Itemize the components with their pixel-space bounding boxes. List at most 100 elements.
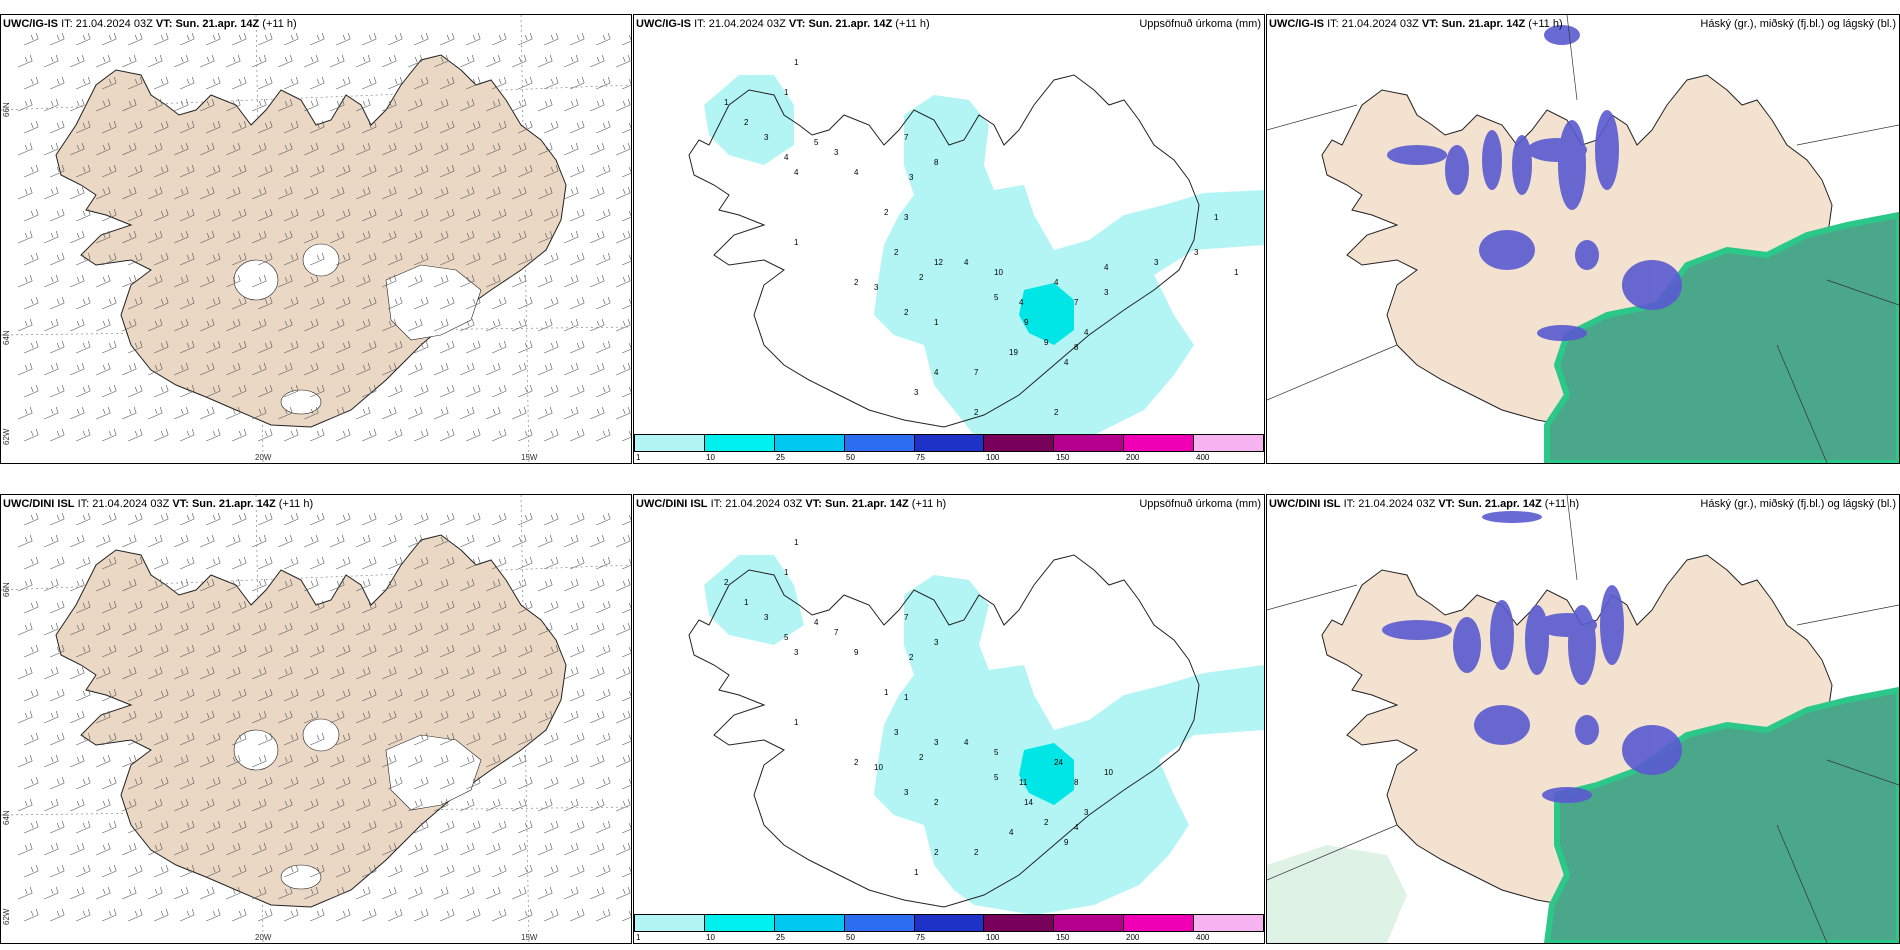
wind-barb xyxy=(284,384,299,398)
wind-barb xyxy=(460,54,475,68)
wind-barb xyxy=(310,908,325,922)
wind-barb xyxy=(408,54,423,68)
wind-barb xyxy=(206,776,221,790)
wind-barb xyxy=(252,230,267,244)
wind-barb xyxy=(102,732,117,746)
wind-barb xyxy=(24,732,39,746)
wind-barb xyxy=(226,578,241,592)
wind-barb xyxy=(232,252,247,266)
wind-barb xyxy=(44,362,59,376)
wind-barb xyxy=(24,252,39,266)
precip-value: 4 xyxy=(1064,358,1069,367)
wind-barb xyxy=(226,318,241,332)
wind-barb xyxy=(460,362,475,376)
wind-barb xyxy=(570,120,585,134)
wind-barb xyxy=(356,534,371,548)
wind-barb xyxy=(180,644,195,658)
colorbar-tick: 1 xyxy=(636,933,641,942)
wind-barb xyxy=(518,864,533,878)
wind-barb xyxy=(50,32,65,46)
precip-value: 1 xyxy=(1214,213,1219,222)
wind-barb xyxy=(596,644,611,658)
wind-barb xyxy=(590,274,605,288)
wind-barb xyxy=(466,120,481,134)
wind-barb xyxy=(50,688,65,702)
wind-barb xyxy=(154,512,169,526)
wind-barb xyxy=(512,318,527,332)
wind-barb xyxy=(226,666,241,680)
wind-barb xyxy=(512,230,527,244)
wind-barb xyxy=(50,296,65,310)
wind-barb xyxy=(232,384,247,398)
wind-barb xyxy=(362,512,377,526)
wind-barb xyxy=(414,208,429,222)
wind-barb xyxy=(408,230,423,244)
precip-value: 2 xyxy=(1054,408,1059,417)
wind-barb xyxy=(466,340,481,354)
wind-barb xyxy=(460,798,475,812)
wind-barb xyxy=(518,428,533,442)
precip-value: 1 xyxy=(904,693,909,702)
iceland-coastline xyxy=(688,554,1200,908)
precip-value: 4 xyxy=(794,168,799,177)
wind-barb xyxy=(596,120,611,134)
wind-barb xyxy=(310,776,325,790)
wind-barb xyxy=(616,230,631,244)
wind-barb xyxy=(356,622,371,636)
wind-barb xyxy=(304,186,319,200)
precip-value: 1 xyxy=(794,538,799,547)
wind-barb xyxy=(278,622,293,636)
wind-barb xyxy=(466,32,481,46)
wind-barb xyxy=(596,76,611,90)
wind-barb xyxy=(596,732,611,746)
wind-barb xyxy=(50,732,65,746)
wind-barb xyxy=(570,908,585,922)
wind-barb xyxy=(284,208,299,222)
wind-barb xyxy=(258,428,273,442)
wind-barb xyxy=(466,76,481,90)
precip-colorbar xyxy=(634,914,1264,932)
wind-barb xyxy=(148,622,163,636)
wind-barb xyxy=(388,908,403,922)
wind-barb xyxy=(382,230,397,244)
wind-barb xyxy=(226,754,241,768)
wind-map-row2 xyxy=(1,495,631,943)
wind-barb xyxy=(564,534,579,548)
colorbar-swatch xyxy=(774,435,845,451)
wind-barb xyxy=(518,600,533,614)
wind-barb xyxy=(206,732,221,746)
wind-barb xyxy=(434,362,449,376)
wind-barb xyxy=(564,798,579,812)
wind-barb xyxy=(518,164,533,178)
wind-barb xyxy=(50,76,65,90)
wind-barb xyxy=(50,776,65,790)
wind-barb xyxy=(252,534,267,548)
wind-barb xyxy=(382,886,397,900)
wind-barb xyxy=(252,666,267,680)
wind-barb xyxy=(154,864,169,878)
wind-barb xyxy=(362,776,377,790)
wind-barb xyxy=(440,208,455,222)
wind-barb xyxy=(122,142,137,156)
wind-barb xyxy=(44,318,59,332)
wind-barb xyxy=(486,754,501,768)
wind-barb xyxy=(284,252,299,266)
wind-barb xyxy=(460,842,475,856)
wind-barb xyxy=(252,274,267,288)
wind-barb xyxy=(18,186,33,200)
wind-barb xyxy=(200,186,215,200)
wind-barb xyxy=(544,296,559,310)
wind-barb xyxy=(564,274,579,288)
wind-barb xyxy=(382,842,397,856)
wind-barb xyxy=(304,754,319,768)
wind-barb xyxy=(76,820,91,834)
wind-barb xyxy=(622,558,631,570)
wind-barb xyxy=(408,142,423,156)
wind-barb xyxy=(388,340,403,354)
wind-barb xyxy=(128,340,143,354)
wind-barb xyxy=(590,666,605,680)
wind-barb xyxy=(486,534,501,548)
wind-barb xyxy=(96,578,111,592)
wind-barb xyxy=(414,644,429,658)
wind-barb xyxy=(284,512,299,526)
